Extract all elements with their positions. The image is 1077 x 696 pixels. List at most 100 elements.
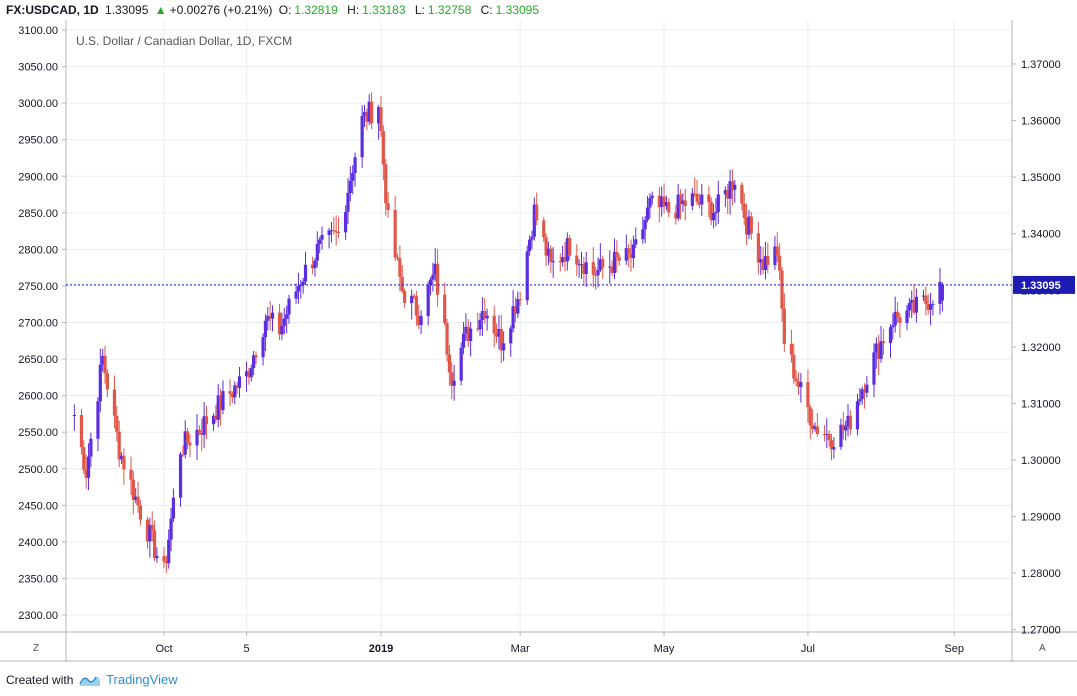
candle-body (483, 311, 487, 319)
left-axis-label: 3000.00 (18, 98, 58, 110)
candle-body (417, 315, 421, 326)
tradingview-logo-icon (79, 676, 100, 686)
close-value: 1.33095 (495, 3, 540, 17)
candle-body (709, 202, 713, 221)
candle-body (905, 310, 909, 324)
zoom-corner-button[interactable]: Z (33, 643, 39, 654)
candle-body (568, 238, 572, 256)
candle-body (167, 539, 171, 564)
candle-body (433, 263, 437, 275)
right-axis-label: 1.34000 (1021, 229, 1061, 241)
candle-body (728, 181, 732, 199)
candle-body (320, 234, 324, 240)
tradingview-brand[interactable]: TradingView (106, 672, 178, 687)
candle-body (369, 101, 374, 124)
candle-body (219, 395, 223, 411)
candle-body (827, 433, 831, 441)
candle-body (563, 257, 567, 262)
candle-body (393, 209, 397, 258)
price-chart[interactable]: 3100.00 3050.00 3000.00 2950.00 2900.00 2850.… (0, 20, 1077, 662)
candle-body (277, 312, 282, 335)
candle-body (773, 246, 777, 266)
candle-body (726, 190, 730, 199)
candle-body (643, 220, 647, 230)
candle-body (678, 194, 683, 205)
candle-body (266, 315, 270, 321)
candle-body (874, 343, 878, 353)
candle-body (348, 180, 352, 193)
candle-body (844, 426, 848, 431)
candle-body (452, 380, 456, 386)
right-price-axis[interactable]: 1.370001.360001.350001.340001.330001.320… (1012, 59, 1061, 637)
candle-body (412, 295, 416, 297)
candle-body (334, 231, 338, 233)
candle-body (561, 257, 565, 263)
candle-body (299, 284, 303, 287)
candle-body (395, 257, 400, 259)
candle-body (893, 311, 897, 326)
candle-body (84, 469, 88, 478)
candle-body (353, 157, 357, 174)
candle-body (221, 391, 225, 411)
left-axis-label: 2900.00 (18, 171, 58, 183)
candle-body (426, 285, 430, 317)
time-axis[interactable]: Oct 5 2019 Mar May Jul Sep (155, 632, 964, 655)
candle-body (723, 190, 727, 195)
candle-body (228, 391, 232, 394)
footer: Created with TradingView (6, 672, 178, 687)
high-label: H: (347, 3, 360, 17)
candle-body (301, 281, 305, 285)
candle-body (249, 368, 253, 378)
candle-body (928, 304, 933, 310)
candle-body (171, 497, 176, 519)
time-axis-label: Jul (801, 643, 815, 655)
candle-body (310, 264, 315, 269)
candle-body (499, 328, 503, 351)
candle-body (344, 211, 348, 233)
candle-body (700, 194, 704, 205)
candle-body (513, 306, 518, 314)
candle-body (806, 382, 810, 408)
created-with-text: Created with (6, 673, 74, 687)
candle-body (778, 255, 782, 271)
candle-body (518, 299, 522, 301)
auto-scale-button[interactable]: A (1039, 643, 1046, 654)
candle-body (629, 253, 633, 259)
candle-body (115, 415, 119, 432)
symbol-name[interactable]: FX:USDCAD, 1D (6, 3, 99, 17)
candle-body (525, 251, 529, 301)
candle-body (888, 327, 893, 344)
candle-body (711, 213, 716, 221)
candle-body (532, 204, 536, 237)
candle-body (716, 194, 720, 212)
candle-body (497, 328, 501, 337)
candle-body (782, 308, 786, 344)
candle-body (230, 393, 235, 398)
candle-body (931, 303, 935, 305)
candle-body (747, 216, 751, 235)
candle-body (608, 266, 612, 268)
candle-body (926, 303, 930, 310)
candle-body (664, 201, 669, 207)
candle-body (263, 320, 268, 338)
candle-body (400, 276, 404, 292)
candle-body (907, 303, 911, 311)
candle-body (233, 385, 237, 398)
left-price-axis[interactable]: 3100.00 3050.00 3000.00 2950.00 2900.00 2850.… (18, 25, 66, 622)
candle-body (79, 414, 84, 448)
candle-body (551, 261, 555, 263)
right-axis-label: 1.36000 (1021, 116, 1061, 128)
candle-body (542, 220, 546, 238)
candle-body (188, 442, 192, 446)
chart-grid (66, 20, 1012, 632)
candle-body (138, 505, 143, 520)
candle-body (377, 107, 381, 124)
candle-body (216, 395, 220, 420)
candle-body (631, 244, 635, 259)
candle-body (598, 259, 602, 270)
candle-body (181, 454, 185, 456)
candle-body (502, 343, 506, 351)
candle-body (296, 286, 301, 292)
left-axis-label: 3100.00 (18, 25, 58, 37)
left-axis-label: 2800.00 (18, 244, 58, 256)
